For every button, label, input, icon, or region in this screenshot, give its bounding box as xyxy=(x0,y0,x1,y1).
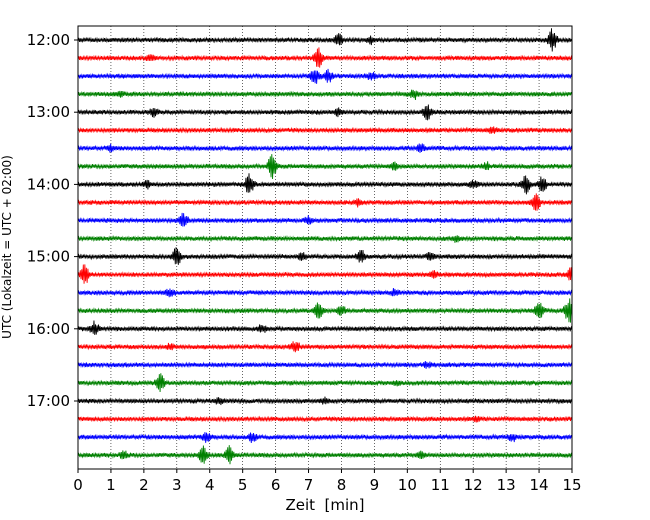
plot-area xyxy=(78,26,572,469)
plot-border xyxy=(77,25,573,470)
grid-lines xyxy=(110,26,540,469)
trace-line xyxy=(77,193,573,211)
trace-line xyxy=(77,154,573,180)
trace-line xyxy=(77,173,573,195)
x-tick-label: 8 xyxy=(337,476,347,494)
trace-line xyxy=(77,247,573,265)
x-tick-label: 3 xyxy=(172,476,182,494)
trace-line xyxy=(77,104,573,121)
x-tick-label: 2 xyxy=(139,476,149,494)
trace-line xyxy=(77,396,573,406)
trace-line xyxy=(77,28,573,52)
x-axis-ticks: 0 1 2 3 4 5 6 7 8 9 10 11 12 13 14 15 xyxy=(73,469,582,494)
trace-line xyxy=(77,68,573,84)
trace-line xyxy=(77,287,573,298)
x-tick-label: 14 xyxy=(530,476,549,494)
trace-line xyxy=(77,143,573,153)
y-tick-label: 17:00 xyxy=(27,392,70,410)
trace-line xyxy=(77,341,573,353)
trace-line xyxy=(77,47,573,68)
trace-line xyxy=(77,126,573,134)
x-tick-label: 12 xyxy=(464,476,483,494)
y-tick-label: 15:00 xyxy=(27,248,70,266)
trace-line xyxy=(77,360,573,369)
trace-line xyxy=(77,234,573,243)
trace-line xyxy=(77,445,573,465)
trace-line xyxy=(77,212,573,227)
x-tick-label: 6 xyxy=(271,476,281,494)
y-tick-label: 12:00 xyxy=(27,31,70,49)
x-tick-label: 15 xyxy=(562,476,581,494)
y-axis-ticks: 12:00 13:00 14:00 15:00 16:00 17:00 xyxy=(27,31,78,410)
x-tick-label: 7 xyxy=(304,476,314,494)
y-tick-label: 14:00 xyxy=(27,175,70,193)
x-tick-label: 0 xyxy=(73,476,83,494)
trace-line xyxy=(77,320,573,335)
x-axis-label: Zeit [min] xyxy=(285,496,364,514)
x-tick-label: 13 xyxy=(497,476,516,494)
y-tick-label: 16:00 xyxy=(27,320,70,338)
x-tick-label: 10 xyxy=(398,476,417,494)
trace-line xyxy=(77,298,573,323)
trace-group xyxy=(77,28,573,465)
x-tick-label: 1 xyxy=(106,476,116,494)
x-tick-label: 11 xyxy=(431,476,450,494)
x-tick-label: 4 xyxy=(205,476,215,494)
trace-line xyxy=(77,432,573,444)
x-tick-label: 9 xyxy=(370,476,380,494)
trace-line xyxy=(77,264,573,284)
trace-line xyxy=(77,89,573,100)
trace-line xyxy=(77,415,573,423)
x-tick-label: 5 xyxy=(238,476,248,494)
trace-line xyxy=(77,373,573,392)
y-axis-label: UTC (Lokalzeit = UTC + 02:00) xyxy=(0,155,14,339)
y-tick-label: 13:00 xyxy=(27,103,70,121)
